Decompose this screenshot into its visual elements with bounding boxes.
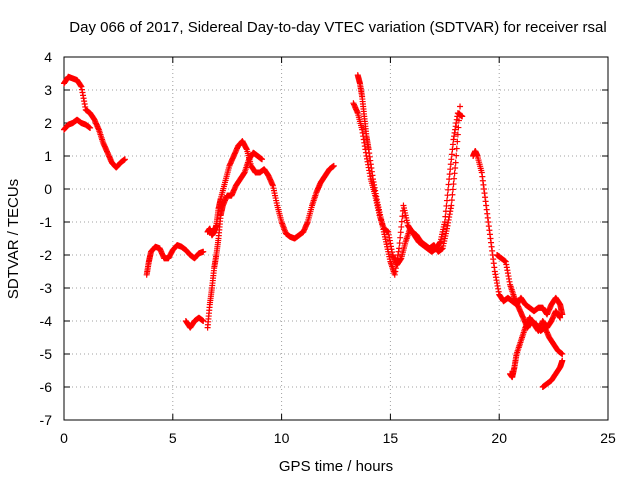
x-tick-label: 5 xyxy=(169,430,177,446)
data-point xyxy=(451,175,458,182)
data-point xyxy=(457,103,464,110)
data-point xyxy=(452,164,459,171)
data-point xyxy=(453,145,460,152)
series-7 xyxy=(350,100,466,268)
series-8 xyxy=(354,72,464,278)
series-11 xyxy=(507,308,564,381)
series-3 xyxy=(143,242,207,278)
data-point xyxy=(557,314,564,321)
plot-frame xyxy=(63,56,609,421)
data-point xyxy=(453,152,460,159)
data-points xyxy=(61,72,566,390)
x-tick-label: 20 xyxy=(491,430,507,446)
y-tick-label: -2 xyxy=(40,247,53,263)
series-6 xyxy=(204,149,266,331)
x-tick-label: 25 xyxy=(600,430,616,446)
y-tick-label: 1 xyxy=(44,148,52,164)
y-tick-label: 2 xyxy=(44,115,52,131)
data-point xyxy=(398,218,405,225)
data-point xyxy=(451,170,458,177)
data-point xyxy=(87,124,94,131)
data-point xyxy=(399,213,406,220)
y-tick-label: 4 xyxy=(44,49,52,65)
data-point xyxy=(259,156,266,163)
x-tick-label: 15 xyxy=(383,430,399,446)
data-point xyxy=(450,181,457,188)
grid xyxy=(64,57,608,420)
data-point xyxy=(449,191,456,198)
x-tick-labels: 0 5 10 15 20 25 xyxy=(60,430,616,446)
series-5 xyxy=(204,138,337,242)
data-point xyxy=(454,138,461,145)
series-12 xyxy=(539,357,566,390)
series-4 xyxy=(182,314,207,331)
data-point xyxy=(459,113,466,120)
data-point xyxy=(449,186,456,193)
data-point xyxy=(396,240,403,247)
y-tick-label: -1 xyxy=(40,214,53,230)
y-tick-label: -5 xyxy=(40,346,53,362)
data-point xyxy=(456,110,463,117)
x-tick-label: 0 xyxy=(60,430,68,446)
data-point xyxy=(559,351,566,357)
y-tick-label: -3 xyxy=(40,280,53,296)
y-tick-label: 0 xyxy=(44,181,52,197)
x-axis-title: GPS time / hours xyxy=(279,458,393,475)
data-point xyxy=(454,131,461,138)
data-point xyxy=(397,234,404,241)
y-axis-title: SDTVAR / TECUs xyxy=(5,179,22,299)
y-tick-label: -6 xyxy=(40,379,53,395)
data-point xyxy=(559,357,566,364)
data-point xyxy=(455,117,462,124)
x-tick-label: 10 xyxy=(274,430,290,446)
axis-ticks xyxy=(63,56,609,421)
series-9 xyxy=(470,148,566,318)
data-point xyxy=(397,229,404,236)
data-point xyxy=(396,245,403,252)
data-point xyxy=(448,197,455,204)
y-tick-labels: -7 -6 -5 -4 -3 -2 -1 0 1 2 3 4 xyxy=(40,49,53,428)
y-tick-label: -7 xyxy=(40,412,53,428)
data-point xyxy=(200,318,207,324)
data-point xyxy=(452,159,459,166)
data-point xyxy=(455,124,462,131)
data-point xyxy=(448,202,455,209)
series-2 xyxy=(61,116,94,133)
data-point xyxy=(330,162,337,169)
y-tick-label: -4 xyxy=(40,313,53,329)
data-point xyxy=(121,156,128,163)
data-point xyxy=(441,219,448,225)
data-point xyxy=(398,223,405,230)
chart-title: Day 066 of 2017, Sidereal Day-to-day VTE… xyxy=(69,19,606,36)
series-1 xyxy=(61,73,128,171)
data-point xyxy=(200,248,207,255)
y-tick-label: 3 xyxy=(44,82,52,98)
